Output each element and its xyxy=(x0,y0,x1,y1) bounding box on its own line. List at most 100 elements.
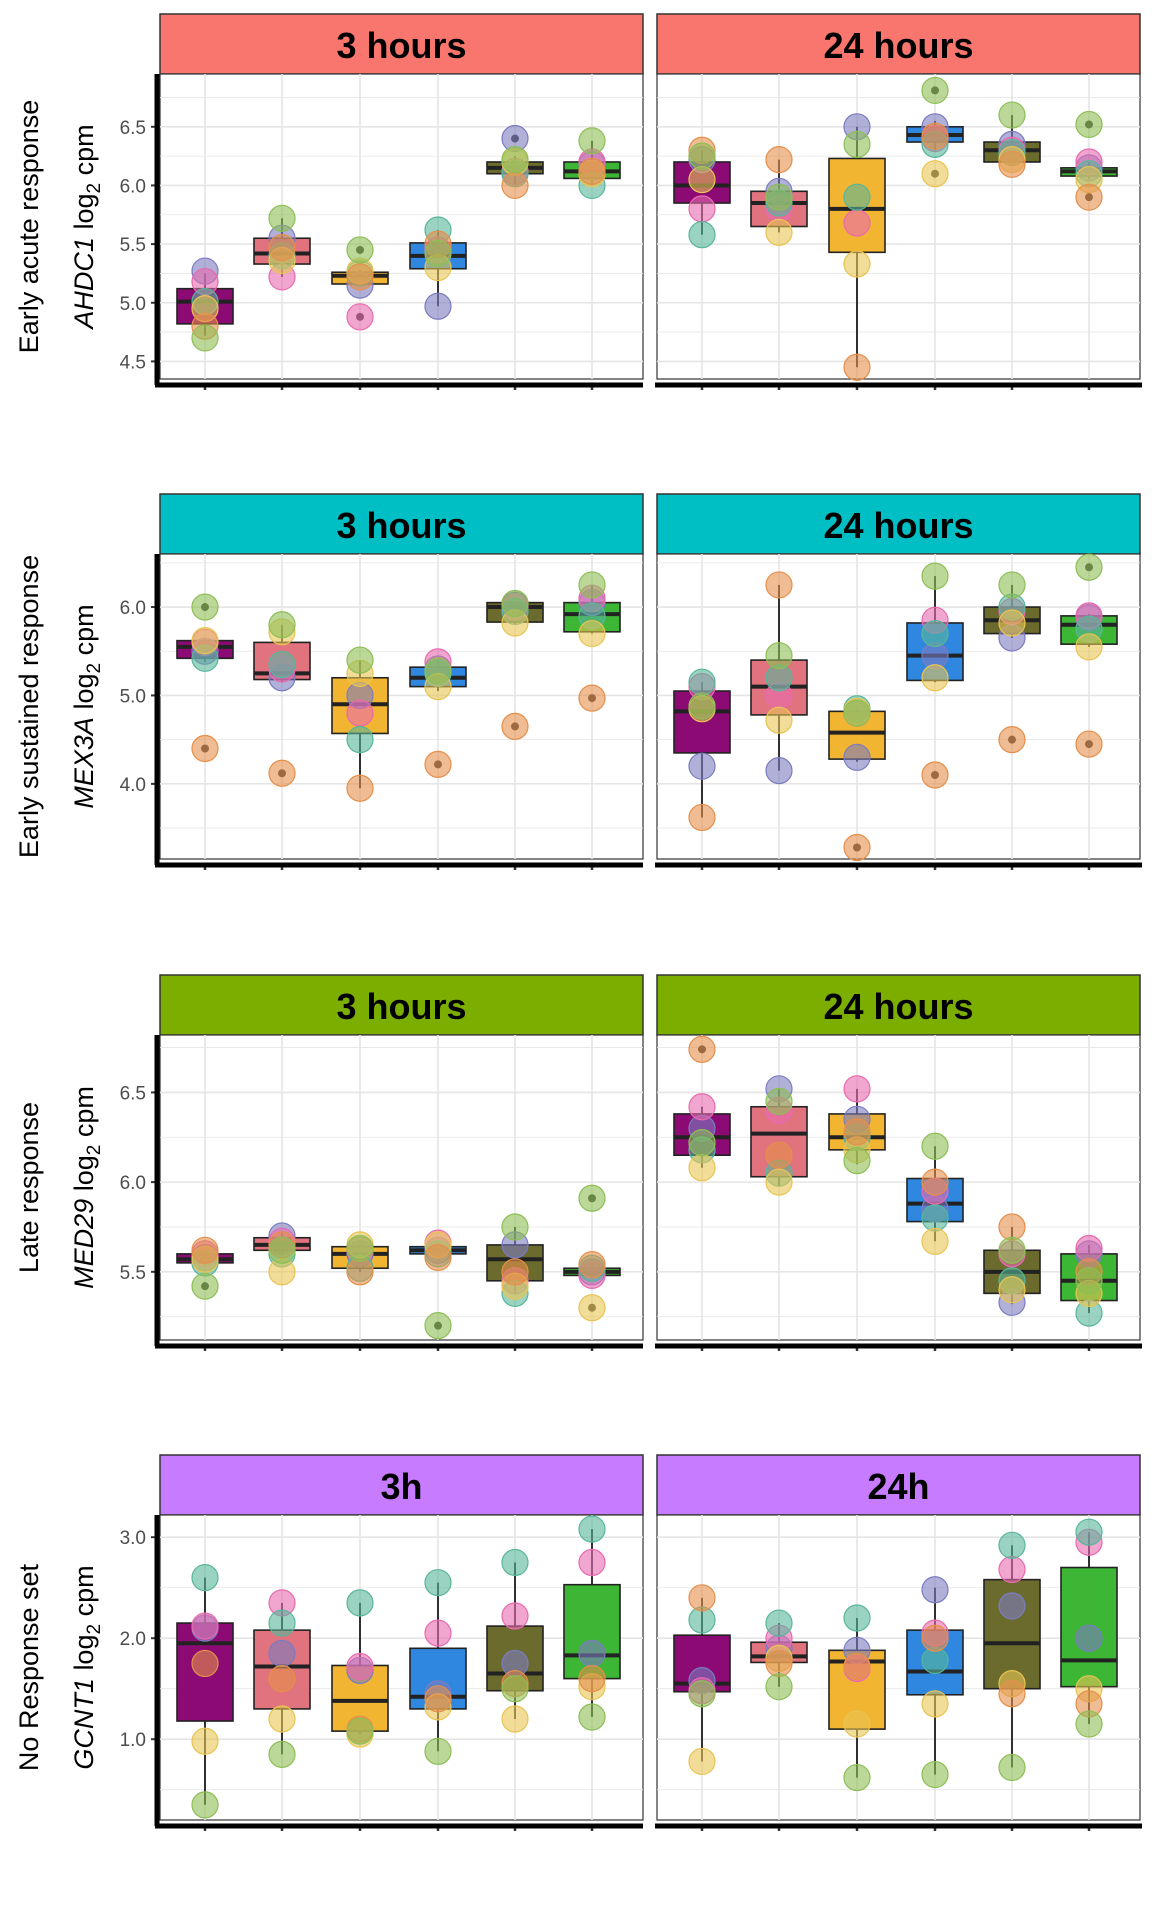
sample-point xyxy=(921,1168,949,1196)
sample-point xyxy=(501,712,529,740)
sample-point xyxy=(688,1129,716,1157)
sample-point xyxy=(843,353,871,381)
sample-point xyxy=(268,611,296,639)
boxplot-group xyxy=(906,1132,964,1255)
boxplot-group xyxy=(906,76,964,188)
sample-point xyxy=(268,759,296,787)
sample-point xyxy=(346,303,374,331)
sample-point xyxy=(578,1703,606,1731)
sample-point xyxy=(843,1652,871,1681)
boxplot-group xyxy=(331,1589,389,1748)
plot-area xyxy=(159,1034,644,1341)
sample-point xyxy=(921,1132,949,1160)
sample-point xyxy=(688,668,716,696)
sample-point xyxy=(1075,183,1103,211)
strip-title: 3h xyxy=(380,1466,422,1507)
sample-point xyxy=(346,1234,374,1263)
boxplot-group xyxy=(176,1236,234,1300)
sample-point xyxy=(843,833,871,862)
sample-point xyxy=(998,726,1026,754)
sample-point xyxy=(578,684,606,712)
sample-point xyxy=(921,664,949,692)
sample-point xyxy=(1075,1267,1103,1295)
sample-point xyxy=(501,171,529,200)
sample-point xyxy=(688,165,716,194)
strip-title: 3 hours xyxy=(336,505,466,546)
sample-point xyxy=(843,209,871,237)
sample-point xyxy=(921,76,949,105)
y-tick-label: 6.5 xyxy=(120,118,146,139)
panel-early: 3 hours xyxy=(159,13,644,390)
sample-point xyxy=(688,752,716,780)
row-label: Early acute response xyxy=(14,100,44,354)
sample-point xyxy=(688,1093,716,1121)
strip-title: 3 hours xyxy=(336,986,466,1027)
boxplot-group xyxy=(983,571,1041,754)
sample-point xyxy=(921,1204,949,1232)
sample-point xyxy=(424,657,452,685)
sample-point xyxy=(921,160,949,188)
y-tick-label: 3.0 xyxy=(120,1528,146,1549)
facet-row-4: No Response set GCNT1 log2 cpm 1.0 2.0 3.0 3h… xyxy=(14,1454,1142,1831)
panel-late: 24 hours xyxy=(656,974,1141,1351)
strip-title: 24 hours xyxy=(823,25,973,66)
sample-point xyxy=(1075,1518,1103,1546)
sample-point xyxy=(578,1251,606,1279)
sample-point xyxy=(191,627,219,655)
sample-point xyxy=(921,619,949,648)
row-label: Early sustained response xyxy=(14,555,44,858)
sample-point xyxy=(843,1118,871,1146)
panel-early: 3 hours xyxy=(159,493,644,870)
sample-point xyxy=(346,774,374,802)
y-tick-label: 5.0 xyxy=(120,686,146,707)
sample-point xyxy=(578,571,606,599)
facet-row-2: Early sustained response MEX3A log2 cpm 4.… xyxy=(14,493,1142,870)
sample-point xyxy=(843,1075,871,1103)
sample-point xyxy=(578,1294,606,1322)
boxplot-group xyxy=(750,571,808,785)
boxplot-group xyxy=(906,562,964,789)
sample-point xyxy=(1075,110,1103,139)
boxplot-group xyxy=(750,146,808,246)
row-label: Late response xyxy=(14,1102,44,1273)
sample-point xyxy=(998,1753,1026,1782)
sample-point xyxy=(268,1609,296,1637)
sample-point xyxy=(921,1624,949,1652)
sample-point xyxy=(578,127,606,155)
sample-point xyxy=(578,1515,606,1543)
y-axis-label: MEX3A log2 cpm xyxy=(69,604,105,808)
boxplot-group xyxy=(750,1609,808,1701)
sample-point xyxy=(765,1168,793,1196)
sample-point xyxy=(191,324,219,352)
boxplot-group xyxy=(828,695,886,862)
strip-background xyxy=(656,1454,1141,1516)
boxplot-group xyxy=(1060,110,1118,211)
boxplot-group xyxy=(906,1576,964,1789)
sample-point xyxy=(578,1548,606,1577)
boxplot-group xyxy=(176,1564,234,1819)
sample-point xyxy=(501,1675,529,1703)
sample-point xyxy=(998,101,1026,129)
boxplot-group xyxy=(1060,553,1118,758)
sample-point xyxy=(843,130,871,158)
boxplot-group xyxy=(486,589,544,740)
boxplot-group xyxy=(828,1604,886,1792)
boxplot-group xyxy=(983,101,1041,178)
sample-point xyxy=(688,142,716,170)
sample-point xyxy=(998,150,1026,178)
sample-point xyxy=(191,1612,219,1640)
sample-point xyxy=(346,1652,374,1681)
sample-point xyxy=(268,1740,296,1768)
sample-point xyxy=(688,1154,716,1182)
sample-point xyxy=(688,1584,716,1612)
sample-point xyxy=(843,1763,871,1792)
boxplot-group xyxy=(563,1184,621,1322)
sample-point xyxy=(424,292,452,320)
sample-point xyxy=(268,1665,296,1693)
strip-background xyxy=(159,493,644,555)
sample-point xyxy=(843,699,871,727)
plot-area xyxy=(159,73,644,380)
sample-point xyxy=(765,183,793,211)
sample-point xyxy=(346,1258,374,1286)
